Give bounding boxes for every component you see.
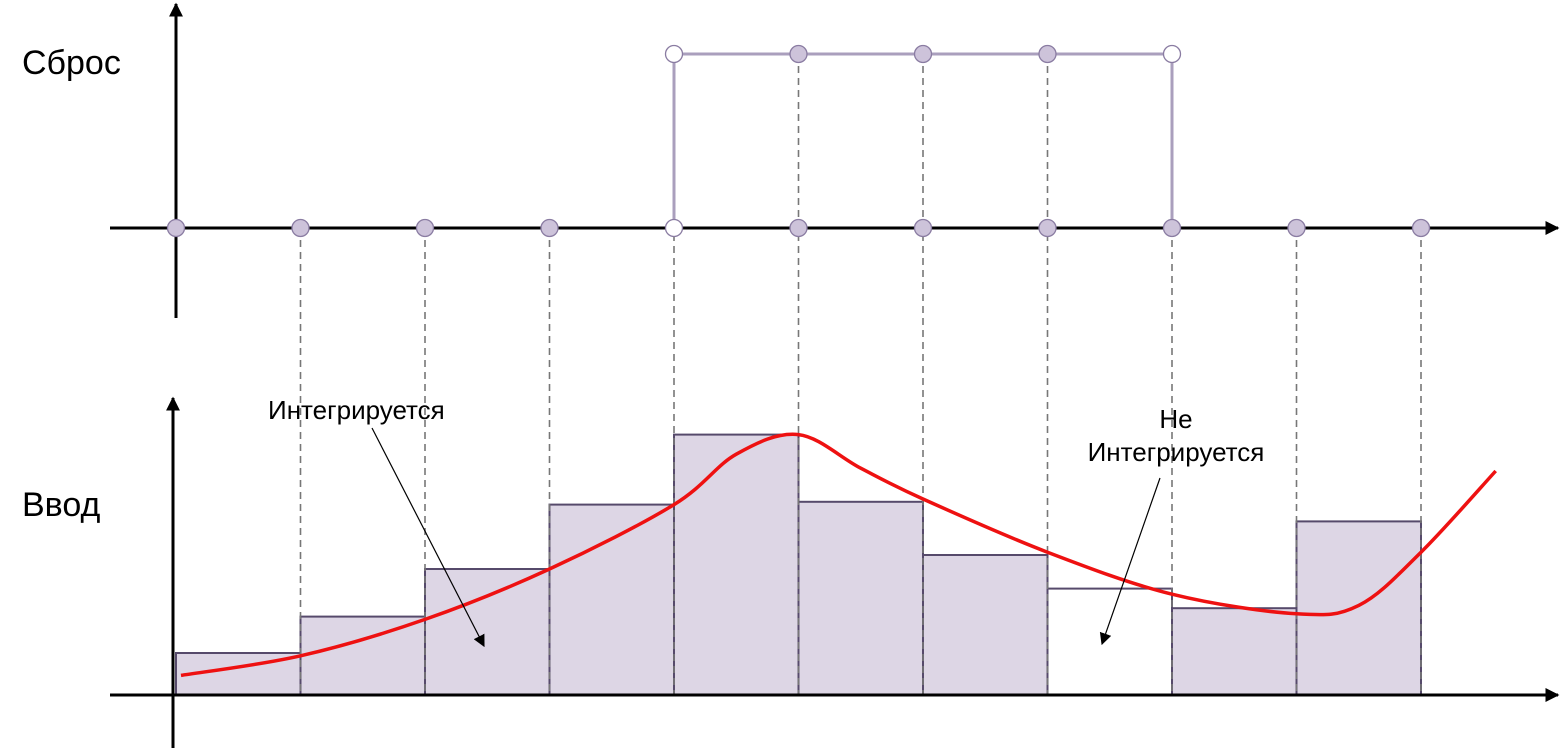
reset-sample-marker-1 xyxy=(166,218,186,238)
input-axis-label: Ввод xyxy=(22,486,101,524)
reset-sample-marker-6 xyxy=(789,218,808,238)
reset-sample-marker-4 xyxy=(540,218,559,238)
integrated-label: Интегрируется xyxy=(268,395,445,425)
sample-guides xyxy=(299,54,1422,695)
reset-sample-marker-3 xyxy=(415,218,435,238)
reset-high-marker-6 xyxy=(789,44,808,64)
reset-sample-marker-9 xyxy=(1162,218,1182,238)
input-bars xyxy=(175,433,1422,697)
reset-sample-marker-2 xyxy=(291,218,310,238)
input-bar-7 xyxy=(922,554,1049,696)
reset-high-marker-7 xyxy=(913,44,933,64)
not-integrated-pointer-arrow xyxy=(1099,477,1161,646)
reset-high-marker-9 xyxy=(1162,44,1182,64)
input-bar-6 xyxy=(797,500,924,696)
input-bar-8 xyxy=(1046,587,1173,696)
not-integrated-label-line1: Не xyxy=(1159,404,1192,434)
reset-high-marker-8 xyxy=(1038,44,1057,64)
reset-sample-marker-10 xyxy=(1287,218,1306,238)
reset-sample-marker-5 xyxy=(664,218,684,238)
input-bar-4 xyxy=(548,503,675,696)
input-bar-9 xyxy=(1171,607,1298,697)
not-integrated-label-line2: Интегрируется xyxy=(1088,437,1265,467)
reset-axis-label: Сброс xyxy=(22,44,121,82)
input-signal-curve xyxy=(180,432,1497,678)
input-bar-5 xyxy=(673,433,800,696)
integrated-pointer-arrow xyxy=(371,427,485,648)
input-curve-layer xyxy=(180,432,1497,678)
reset-high-marker-5 xyxy=(664,44,684,64)
input-bar-3 xyxy=(424,568,551,696)
input-bar-2 xyxy=(299,615,426,696)
sample-markers xyxy=(166,44,1431,238)
reset-sample-marker-8 xyxy=(1038,218,1057,238)
input-bar-10 xyxy=(1295,520,1422,697)
reset-sample-marker-7 xyxy=(913,218,933,238)
reset-sample-marker-11 xyxy=(1411,218,1431,238)
